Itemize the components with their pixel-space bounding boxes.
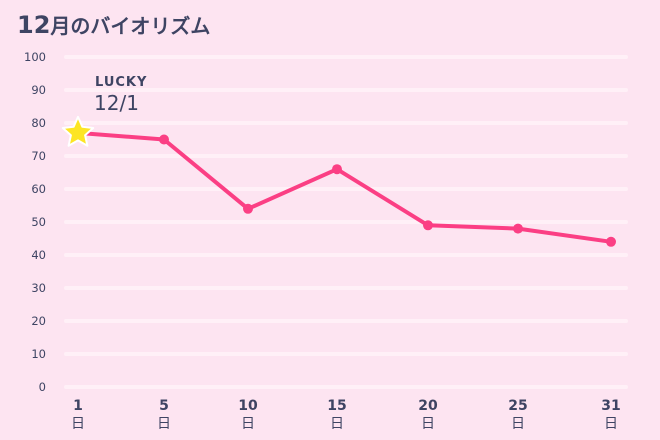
y-tick-label: 70: [31, 149, 46, 163]
x-tick-unit: 日: [71, 416, 85, 432]
data-point: [423, 220, 433, 231]
y-tick-label: 100: [24, 50, 46, 64]
data-points: [159, 134, 616, 247]
data-point: [606, 236, 616, 247]
y-tick-label: 30: [31, 281, 46, 295]
x-tick-label: 15: [327, 398, 346, 414]
data-point: [243, 203, 253, 214]
lucky-label: LUCKY: [95, 75, 147, 90]
y-tick-label: 10: [31, 347, 46, 361]
lucky-star-icon: [61, 115, 95, 147]
data-point: [513, 223, 523, 234]
x-tick-label: 20: [418, 398, 438, 414]
x-tick-label: 10: [238, 398, 258, 414]
y-tick-label: 40: [31, 248, 46, 262]
y-tick-label: 0: [39, 380, 46, 394]
chart-title: 12月のバイオリズム: [17, 10, 210, 39]
data-point: [159, 134, 169, 145]
x-tick-label: 25: [508, 398, 527, 414]
y-tick-label: 80: [31, 116, 46, 130]
title-month: 12: [17, 11, 51, 39]
gridlines: [64, 55, 628, 389]
x-tick-unit: 日: [604, 416, 618, 432]
y-axis: 0 10 20 30 40 50 60 70 80 90 100: [24, 50, 46, 394]
lucky-date: 12/1: [94, 91, 139, 115]
y-tick-label: 50: [31, 215, 46, 229]
y-tick-label: 20: [31, 314, 46, 328]
x-tick-unit: 日: [511, 416, 525, 432]
y-tick-label: 90: [31, 83, 46, 97]
x-tick-label: 31: [601, 398, 620, 414]
x-tick-unit: 日: [241, 416, 255, 432]
y-tick-label: 60: [31, 182, 46, 196]
x-tick-label: 5: [159, 398, 169, 414]
x-tick-unit: 日: [330, 416, 344, 432]
x-tick-unit: 日: [421, 416, 435, 432]
data-point: [332, 164, 342, 175]
title-text: 月のバイオリズム: [50, 14, 211, 38]
x-axis: 1 日 5 日 10 日 15 日 20 日 25 日 31 日: [71, 398, 621, 432]
x-tick-label: 1: [73, 398, 83, 414]
x-tick-unit: 日: [157, 416, 171, 432]
